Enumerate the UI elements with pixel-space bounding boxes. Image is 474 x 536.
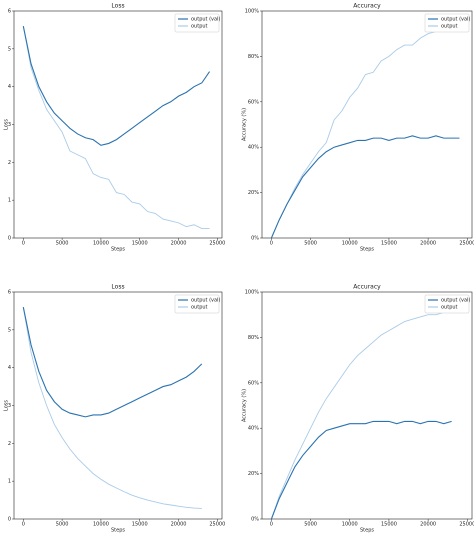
data-line xyxy=(22,26,210,229)
legend-label: output xyxy=(191,305,208,311)
legend-label: output xyxy=(191,24,208,30)
x-tick-label: 15000 xyxy=(381,241,397,247)
chart-title: Accuracy xyxy=(353,3,381,10)
x-tick-label: 15000 xyxy=(132,522,148,528)
y-tick-label: 40% xyxy=(248,145,259,151)
plot-area xyxy=(261,291,473,520)
y-tick-label: 0 xyxy=(8,517,11,523)
y-axis-label: Accuracy (%) xyxy=(242,108,248,141)
y-tick-label: 4 xyxy=(8,365,11,371)
subplot: 0 5000 10000 15000 20000 25000 0 1 2 3 4 5 6 Loss Step… xyxy=(4,284,226,534)
plot-area xyxy=(13,10,223,239)
y-tick-label: 1 xyxy=(8,198,11,204)
data-line xyxy=(22,26,211,146)
x-tick-label: 15000 xyxy=(132,241,148,247)
y-axis-label: Loss xyxy=(4,119,10,130)
subplot: 0 5000 10000 15000 20000 25000 0% 20% 40% 60% 80% 1… xyxy=(242,284,474,534)
chart-title: Loss xyxy=(111,284,124,291)
x-tick-label: 5000 xyxy=(56,241,69,247)
y-axis-label: Accuracy (%) xyxy=(242,389,248,422)
y-tick-label: 100% xyxy=(245,9,260,15)
chart-title: Loss xyxy=(111,3,124,10)
chart-title: Accuracy xyxy=(353,284,381,291)
y-tick-label: 5 xyxy=(8,46,11,52)
y-axis-label: Loss xyxy=(4,400,10,411)
x-tick-label: 5000 xyxy=(304,241,317,247)
x-axis-label: Steps xyxy=(111,528,125,534)
data-line xyxy=(270,135,460,239)
x-tick-label: 5000 xyxy=(304,522,317,528)
x-tick-label: 0 xyxy=(270,241,273,247)
data-line xyxy=(270,420,452,520)
x-axis-label: Steps xyxy=(360,528,374,534)
y-tick-label: 5 xyxy=(8,327,11,333)
legend-label: output xyxy=(441,24,458,30)
x-tick-label: 5000 xyxy=(56,522,69,528)
y-tick-label: 4 xyxy=(8,84,11,90)
y-tick-label: 100% xyxy=(245,290,260,296)
x-axis-label: Steps xyxy=(111,247,125,253)
data-line xyxy=(270,311,452,520)
y-tick-label: 6 xyxy=(8,290,11,296)
x-tick-label: 20000 xyxy=(420,241,436,247)
x-tick-label: 20000 xyxy=(420,522,436,528)
x-tick-label: 25000 xyxy=(209,241,225,247)
x-tick-label: 25000 xyxy=(459,241,474,247)
x-tick-label: 0 xyxy=(22,522,25,528)
x-tick-label: 20000 xyxy=(171,241,187,247)
y-tick-label: 6 xyxy=(8,9,11,15)
y-tick-label: 1 xyxy=(8,479,11,485)
data-line xyxy=(22,307,202,509)
x-tick-label: 0 xyxy=(22,241,25,247)
y-tick-label: 2 xyxy=(8,441,11,447)
data-line xyxy=(22,307,203,418)
y-tick-label: 20% xyxy=(248,471,259,477)
plot-area xyxy=(261,10,473,239)
x-tick-label: 10000 xyxy=(93,522,109,528)
legend-label: output (val) xyxy=(191,298,220,304)
y-tick-label: 40% xyxy=(248,426,259,432)
y-tick-label: 60% xyxy=(248,380,259,386)
x-tick-label: 10000 xyxy=(342,522,358,528)
legend-label: output (val) xyxy=(441,17,470,23)
x-tick-label: 20000 xyxy=(171,522,187,528)
legend-label: output (val) xyxy=(441,298,470,304)
x-tick-label: 25000 xyxy=(209,522,225,528)
y-tick-label: 3 xyxy=(8,122,11,128)
subplot: 0 5000 10000 15000 20000 25000 0 1 2 3 4 5 6 Loss Step… xyxy=(4,3,226,253)
x-tick-label: 10000 xyxy=(342,241,358,247)
x-tick-label: 0 xyxy=(270,522,273,528)
data-line xyxy=(270,28,460,239)
y-tick-label: 80% xyxy=(248,335,259,341)
x-tick-label: 10000 xyxy=(93,241,109,247)
plot-area xyxy=(13,291,223,520)
y-tick-label: 0% xyxy=(251,236,259,242)
y-tick-label: 80% xyxy=(248,54,259,60)
x-tick-label: 15000 xyxy=(381,522,397,528)
x-axis-label: Steps xyxy=(360,247,374,253)
x-tick-label: 25000 xyxy=(459,522,474,528)
y-tick-label: 0 xyxy=(8,236,11,242)
subplot: 0 5000 10000 15000 20000 25000 0% 20% 40% 60% 80% 1… xyxy=(242,3,474,253)
y-tick-label: 2 xyxy=(8,160,11,166)
y-tick-label: 3 xyxy=(8,403,11,409)
y-tick-label: 20% xyxy=(248,190,259,196)
y-tick-label: 0% xyxy=(251,517,259,523)
legend-label: output (val) xyxy=(191,17,220,23)
legend-label: output xyxy=(441,305,458,311)
y-tick-label: 60% xyxy=(248,99,259,105)
